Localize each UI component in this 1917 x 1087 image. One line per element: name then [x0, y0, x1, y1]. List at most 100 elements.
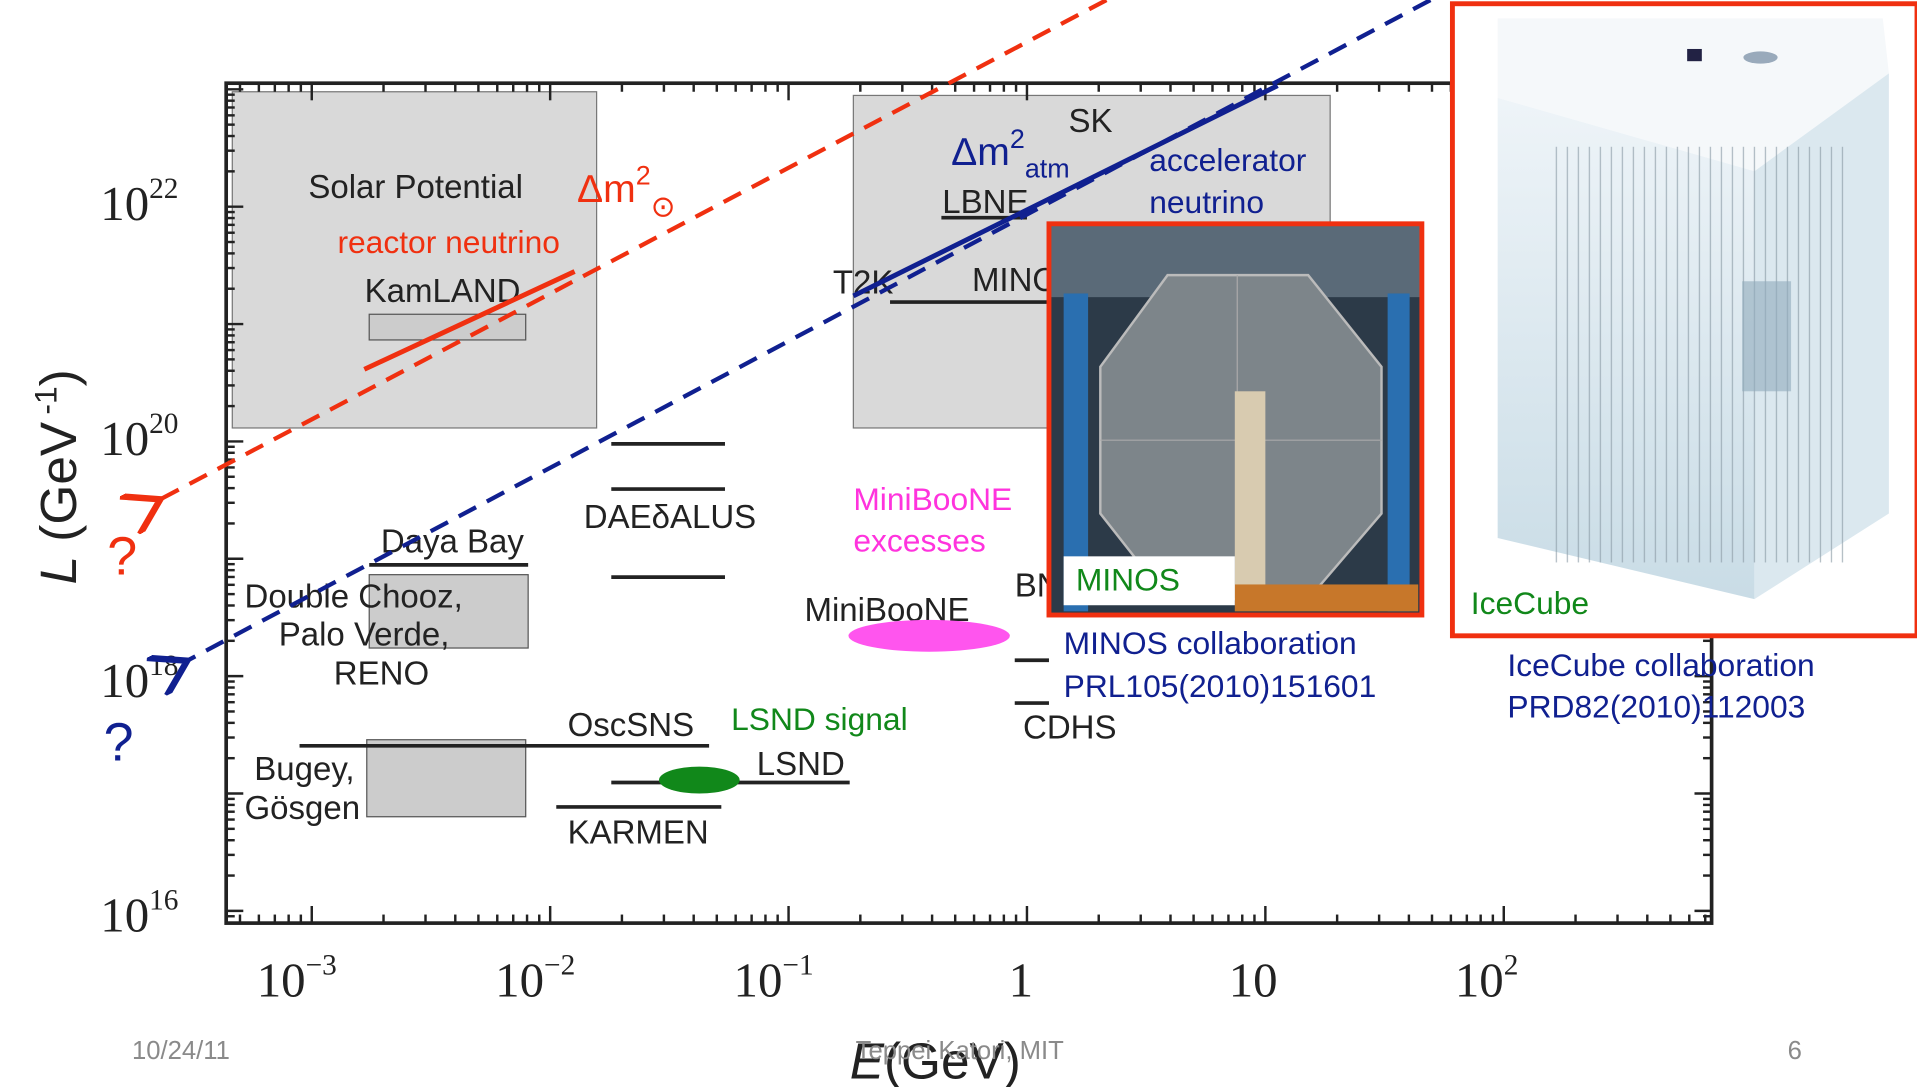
shape [1063, 556, 1235, 606]
shape: -1 [27, 386, 63, 414]
shape [1742, 281, 1792, 392]
shape: Δm [577, 168, 636, 211]
shape [1046, 221, 1425, 618]
x-tick-label: 1 [1009, 952, 1033, 1007]
y-axis-label: L (GeV -1) [27, 369, 87, 584]
question-mark: ? [104, 713, 134, 773]
footer-author: Teppei Katori, MIT [856, 1037, 1065, 1065]
shape: 10 [100, 176, 149, 231]
shape [1687, 48, 1702, 62]
photo-label: MINOS [1076, 562, 1180, 598]
shape: 20 [149, 408, 178, 440]
shape [1234, 391, 1266, 600]
x-tick-label: 10−1 [734, 949, 814, 1007]
y-tick-label: 1018 [100, 650, 178, 708]
experiment-label: Daya Bay [381, 523, 525, 560]
photo-caption: PRL105(2010)151601 [1064, 668, 1377, 704]
solar-dm2: Δm2⊙ [577, 161, 675, 224]
reactor-label: reactor neutrino [337, 224, 559, 260]
experiment-label: LSND [757, 745, 845, 782]
atm-dm2: Δm2atm [951, 124, 1069, 183]
minos-photo: MINOS [1046, 221, 1425, 618]
shape [1449, 1, 1917, 639]
shape: (GeV) [884, 1032, 1021, 1087]
experiment-label: SK [1069, 102, 1113, 139]
shape [1387, 293, 1410, 612]
shape: 18 [149, 650, 178, 682]
shape: 10 [100, 888, 149, 943]
y-tick-label: 1020 [100, 408, 178, 466]
atm-line [852, 83, 1279, 299]
shape: atm [1025, 153, 1070, 183]
photo-caption: MINOS collaboration [1064, 625, 1357, 661]
icecube-photo: IceCube [1449, 1, 1917, 639]
shape: L [30, 556, 87, 585]
shape [1743, 51, 1778, 64]
accelerator-label: accelerator [1149, 142, 1307, 178]
photo-caption: PRD82(2010)112003 [1507, 689, 1805, 725]
photo-label: IceCube [1471, 585, 1589, 621]
experiment-label: Solar Potential [308, 168, 523, 205]
x-tick-label: 102 [1455, 949, 1519, 1007]
footer-date: 10/24/11 [132, 1037, 230, 1065]
shape: 1 [1009, 952, 1033, 1007]
solar-line [156, 0, 1108, 501]
shape: −1 [782, 949, 813, 981]
shape: −2 [544, 949, 575, 981]
experiment-label: CDHS [1023, 709, 1117, 746]
shape: 2 [1010, 124, 1025, 154]
experiment-label: OscSNS [568, 706, 695, 743]
miniboone-label: excesses [853, 522, 985, 558]
x-tick-labels: 10−3 10−2 10−1 1 10 102 [257, 949, 1519, 1007]
photo-caption: IceCube collaboration [1507, 647, 1814, 683]
y-tick-label: 1016 [100, 885, 178, 943]
experiment-label: MINO [972, 261, 1058, 298]
experiment-label: Bugey, [254, 750, 354, 787]
shape: 10 [1229, 952, 1278, 1007]
region [366, 739, 527, 818]
shape: ) [30, 369, 87, 386]
lsnd-label: LSND signal [731, 701, 908, 737]
question-mark: ? [107, 527, 137, 587]
experiment-label: Double Chooz, [245, 578, 463, 615]
experiment-label: KamLAND [365, 272, 521, 309]
experiment-label: Gösgen [245, 789, 361, 826]
shape: 10 [100, 411, 149, 466]
x-tick-label: 10−2 [495, 949, 575, 1007]
solar-line [363, 269, 576, 372]
shape: E [850, 1032, 885, 1087]
shape [1552, 146, 1847, 563]
lsnd-ellipse [658, 766, 740, 794]
shape: ⊙ [651, 190, 676, 223]
x-axis-label: E(GeV) [850, 1032, 1021, 1087]
shape: (GeV [30, 421, 87, 542]
y-tick-label: 1022 [100, 173, 178, 231]
shape: 16 [149, 885, 178, 917]
plot: Solar Potential KamLAND SK LBNE T2K MINO… [224, 81, 1714, 925]
shape [1234, 584, 1419, 612]
miniboone-label: MiniBooNE [853, 481, 1012, 517]
shape: 10 [734, 952, 783, 1007]
shape: 2 [636, 161, 651, 191]
shape: 2 [1504, 949, 1519, 981]
experiment-label: Palo Verde, [279, 616, 450, 653]
x-tick-label: 10 [1229, 952, 1278, 1007]
shape: 10 [1455, 952, 1504, 1007]
experiment-label: RENO [334, 655, 429, 692]
shape: 10 [495, 952, 544, 1007]
shape [1497, 18, 1889, 172]
region [231, 91, 598, 429]
region [368, 574, 529, 649]
footer-page: 6 [1788, 1037, 1802, 1065]
experiment-label: KARMEN [568, 814, 709, 851]
accelerator-label: neutrino [1149, 184, 1264, 220]
experiment-label: DAEδALUS [584, 498, 756, 535]
shape: 22 [149, 173, 178, 205]
shape: 10 [100, 653, 149, 708]
shape: Δm [951, 131, 1010, 174]
miniboone-ellipse [848, 619, 1010, 652]
shape: −3 [306, 949, 337, 981]
shape: 10 [257, 952, 306, 1007]
x-tick-label: 10−3 [257, 949, 337, 1007]
